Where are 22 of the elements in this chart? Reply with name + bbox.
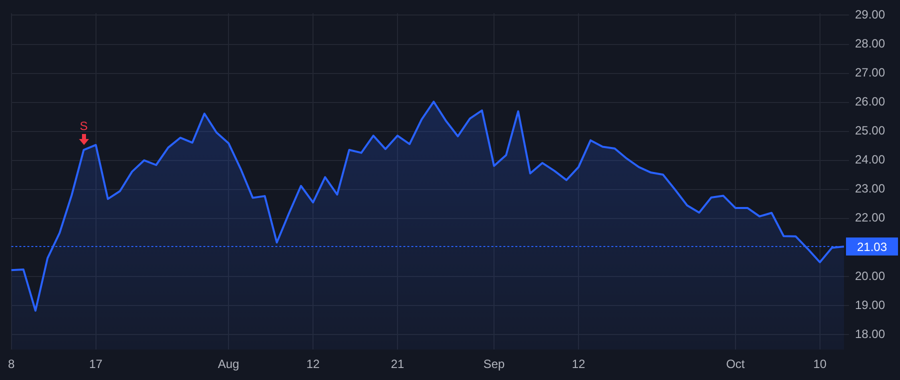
y-tick-label: 18.00 — [855, 326, 886, 341]
x-tick-label: 8 — [8, 357, 15, 372]
x-tick-label: Sep — [483, 357, 506, 372]
y-tick-label: 25.00 — [855, 124, 886, 138]
y-tick-label: 22.00 — [855, 210, 886, 225]
x-tick-label: Oct — [726, 357, 746, 372]
x-tick-label: 12 — [572, 357, 586, 372]
x-tick-label: 12 — [306, 357, 320, 372]
y-tick-label: 20.00 — [855, 268, 886, 283]
y-tick-label: 19.00 — [855, 298, 886, 312]
x-tick-label: 17 — [89, 357, 103, 372]
x-tick-label: 21 — [390, 357, 404, 372]
y-tick-label: 23.00 — [855, 182, 886, 196]
y-tick-label: 27.00 — [855, 66, 886, 80]
y-tick-label: 24.00 — [855, 152, 886, 167]
y-tick-label: 28.00 — [855, 36, 886, 51]
y-tick-label: 29.00 — [855, 8, 886, 22]
ref-line-label: 21.03 — [856, 240, 888, 254]
y-tick-label: 26.00 — [855, 94, 886, 109]
annotation: S — [80, 119, 88, 134]
x-tick-label: 10 — [813, 357, 827, 372]
x-tick-label: Aug — [218, 357, 240, 372]
